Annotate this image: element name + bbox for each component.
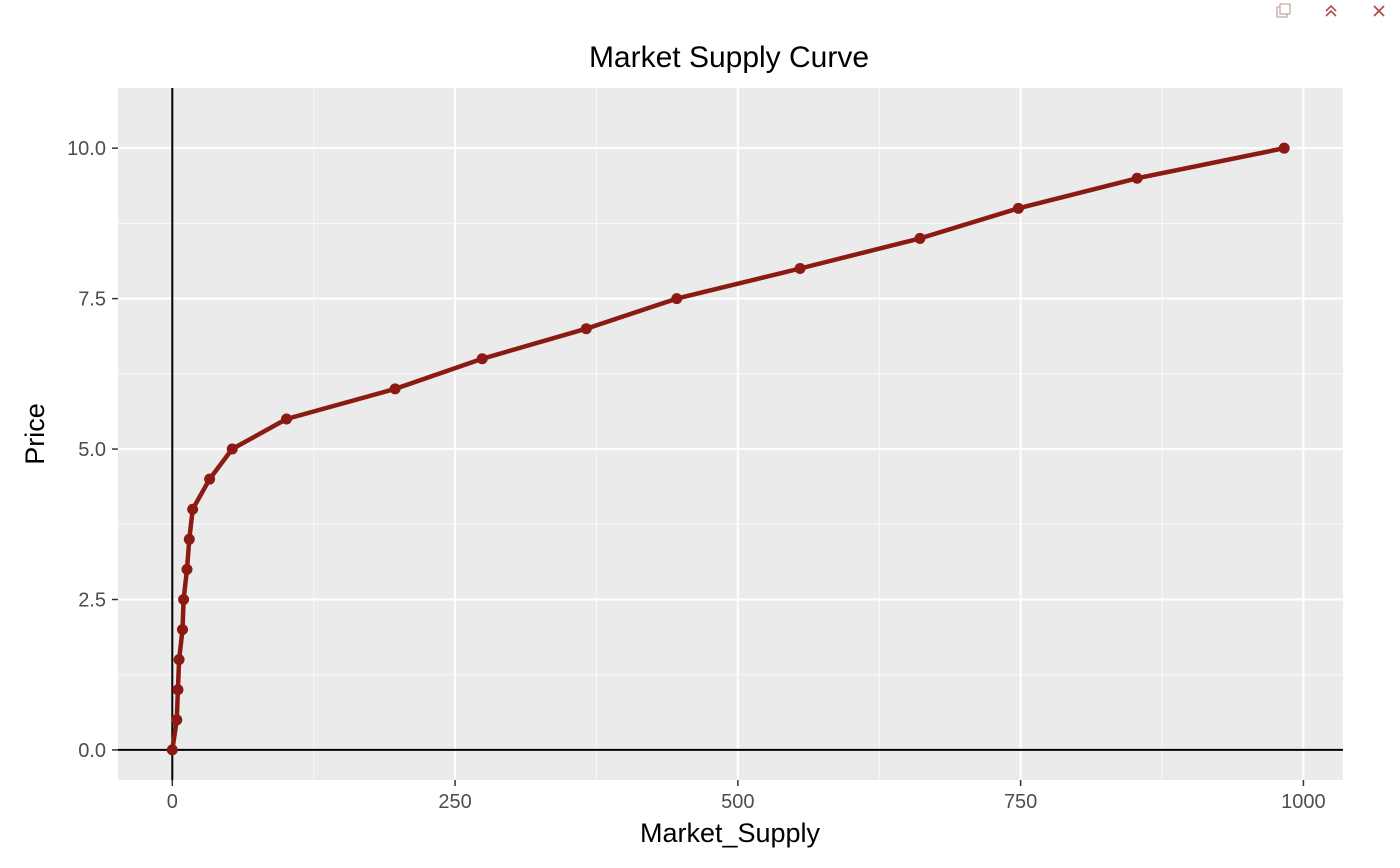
- data-point: [176, 624, 188, 636]
- x-tick-label: 0: [167, 791, 178, 813]
- supply-series: [166, 142, 1290, 756]
- reference-lines: [118, 88, 1343, 780]
- y-tick-label: 5.0: [78, 439, 106, 461]
- x-axis: 0 250 500 750 1000: [167, 780, 1326, 813]
- y-tick-label: 7.5: [78, 289, 106, 311]
- data-point: [281, 413, 293, 425]
- data-point: [1278, 142, 1290, 154]
- chart-title: Market Supply Curve: [589, 41, 869, 74]
- data-point: [476, 353, 488, 365]
- y-axis-label: Price: [20, 403, 50, 465]
- y-tick-label: 2.5: [78, 589, 106, 611]
- y-tick-label: 10.0: [67, 138, 106, 160]
- data-point: [914, 232, 926, 244]
- data-point: [173, 654, 185, 666]
- data-point: [389, 383, 401, 395]
- data-point: [172, 684, 184, 696]
- data-point: [671, 293, 683, 305]
- window-toolbar: [1272, 2, 1390, 24]
- data-point: [166, 744, 178, 756]
- collapse-up-icon: [1322, 2, 1340, 25]
- close-icon: [1370, 2, 1388, 25]
- data-point: [1131, 172, 1143, 184]
- data-point: [178, 593, 190, 605]
- x-axis-label: Market_Supply: [640, 818, 821, 848]
- x-tick-label: 750: [1004, 791, 1037, 813]
- x-tick-label: 1000: [1281, 791, 1326, 813]
- data-point: [226, 443, 238, 455]
- minor-gridlines: [118, 88, 1343, 780]
- popout-button[interactable]: [1272, 2, 1294, 24]
- close-button[interactable]: [1368, 2, 1390, 24]
- data-point: [580, 323, 592, 335]
- popout-icon: [1274, 2, 1292, 25]
- data-point: [181, 563, 193, 575]
- x-tick-label: 250: [438, 791, 471, 813]
- y-axis: 0.0 2.5 5.0 7.5 10.0: [67, 138, 118, 762]
- x-tick-label: 500: [721, 791, 754, 813]
- plot-panel: [118, 88, 1343, 780]
- data-point: [183, 533, 195, 545]
- data-point: [1012, 202, 1024, 214]
- data-point: [204, 473, 216, 485]
- collapse-button[interactable]: [1320, 2, 1342, 24]
- data-point: [794, 263, 806, 275]
- data-point: [187, 503, 199, 515]
- data-point: [171, 714, 183, 726]
- y-tick-label: 0.0: [78, 740, 106, 762]
